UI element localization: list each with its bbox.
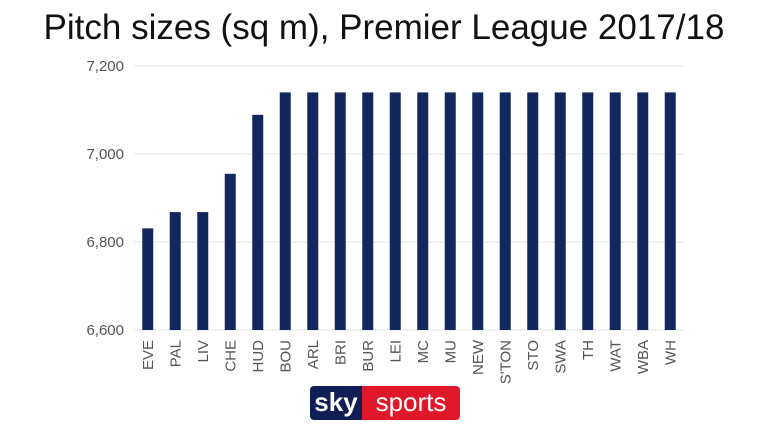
bar-pal (169, 212, 181, 330)
x-tick-label: LEI (387, 340, 404, 363)
bar-swa (554, 92, 566, 331)
x-tick-label: S'TON (497, 340, 514, 384)
logo-sky-text: sky (310, 386, 362, 420)
y-tick-label: 6,800 (86, 234, 124, 251)
logo-sports-text: sports (362, 386, 460, 420)
x-tick-label: STO (525, 340, 542, 371)
x-tick-label: SWA (552, 340, 569, 374)
bar-ston (499, 92, 511, 331)
x-tick-label: EVE (140, 340, 157, 370)
x-tick-label: NEW (470, 339, 487, 375)
x-tick-label: PAL (167, 340, 184, 367)
x-tick-label: ARL (305, 340, 322, 369)
x-tick-label: WBA (635, 340, 652, 374)
bar-bur (362, 92, 374, 331)
bar-sto (527, 92, 539, 331)
y-tick-label: 7,000 (86, 146, 124, 163)
x-tick-label: BUR (360, 340, 377, 372)
bar-th (582, 92, 594, 331)
x-tick-label: HUD (250, 340, 267, 373)
bar-hud (252, 114, 264, 330)
x-tick-label: LIV (195, 340, 212, 363)
x-tick-label: TH (580, 340, 597, 360)
x-tick-label: BOU (277, 340, 294, 373)
bar-wba (637, 92, 649, 331)
sky-sports-logo: sky sports (310, 386, 460, 420)
x-tick-label: BRI (332, 340, 349, 365)
y-axis-ticks: 6,600 6,800 7,000 7,200 (86, 58, 124, 339)
x-axis-labels: EVE PAL LIV CHE HUD BOU ARL BRI BUR LEI MC MU NEW S'T… (140, 339, 680, 384)
chart-title: Pitch sizes (sq m), Premier League 2017/… (43, 8, 725, 47)
bar-lei (389, 92, 401, 331)
x-tick-label: MC (415, 340, 432, 363)
bars (142, 92, 676, 331)
x-tick-label: WH (662, 340, 679, 365)
x-tick-label: CHE (222, 340, 239, 372)
y-tick-label: 6,600 (86, 322, 124, 339)
bar-eve (142, 228, 154, 330)
bar-wh (664, 92, 676, 331)
bar-liv (197, 212, 209, 330)
y-tick-label: 7,200 (86, 58, 124, 75)
gridlines (134, 65, 684, 331)
bar-wat (609, 92, 621, 331)
bar-mu (444, 92, 456, 331)
bar-new (472, 92, 484, 331)
bar-che (224, 173, 236, 330)
bar-mc (417, 92, 429, 331)
bar-bou (279, 92, 291, 331)
bar-arl (307, 92, 319, 331)
bar-bri (334, 92, 346, 331)
x-tick-label: MU (442, 340, 459, 363)
x-tick-label: WAT (607, 340, 624, 372)
